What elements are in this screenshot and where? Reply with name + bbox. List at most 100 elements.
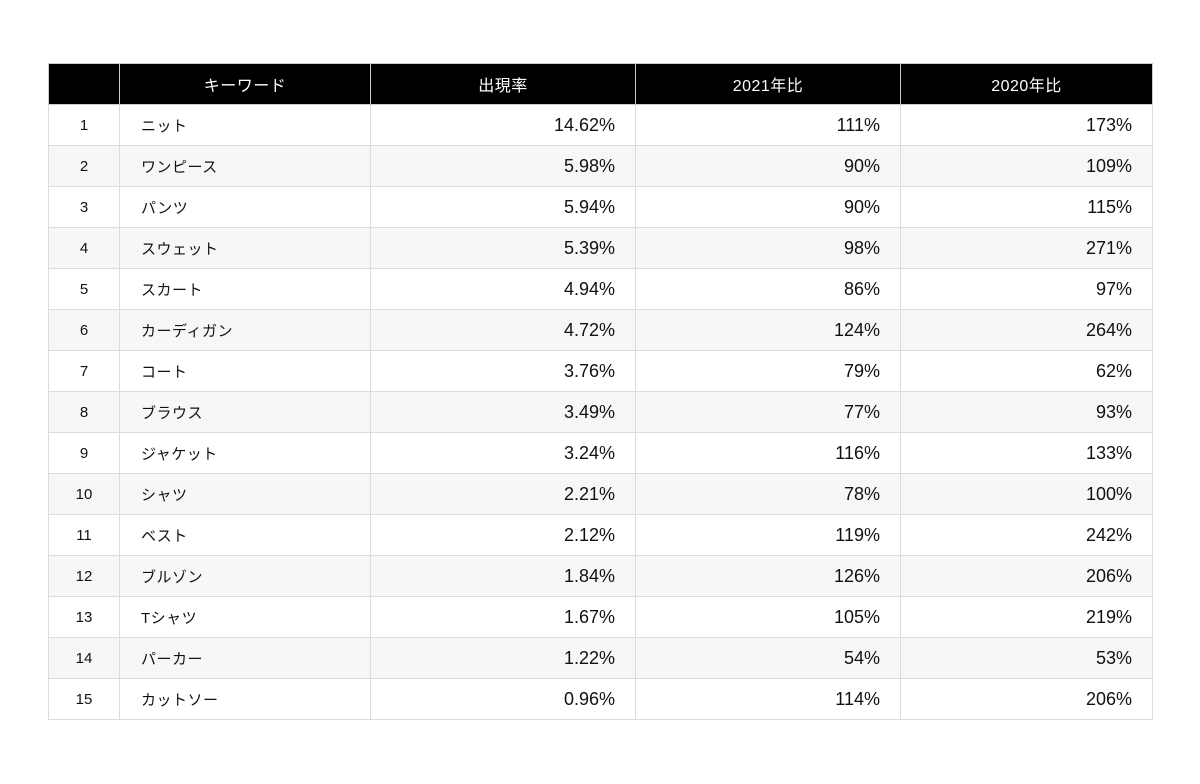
cell-rate: 3.76%: [370, 350, 636, 392]
cell-rank: 15: [48, 678, 120, 720]
table-row: 9 ジャケット 3.24% 116% 133%: [48, 432, 1153, 474]
cell-rank: 2: [48, 145, 120, 187]
cell-keyword: スカート: [119, 268, 371, 310]
table-row: 6 カーディガン 4.72% 124% 264%: [48, 309, 1153, 351]
cell-rate: 5.98%: [370, 145, 636, 187]
cell-vs2021: 124%: [635, 309, 901, 351]
cell-rate: 2.21%: [370, 473, 636, 515]
cell-keyword: ジャケット: [119, 432, 371, 474]
table-row: 14 パーカー 1.22% 54% 53%: [48, 637, 1153, 679]
table-row: 10 シャツ 2.21% 78% 100%: [48, 473, 1153, 515]
cell-keyword: ベスト: [119, 514, 371, 556]
table-row: 8 ブラウス 3.49% 77% 93%: [48, 391, 1153, 433]
cell-keyword: カットソー: [119, 678, 371, 720]
cell-vs2020: 62%: [900, 350, 1153, 392]
cell-rank: 12: [48, 555, 120, 597]
cell-keyword: Tシャツ: [119, 596, 371, 638]
cell-vs2020: 133%: [900, 432, 1153, 474]
cell-rank: 4: [48, 227, 120, 269]
cell-keyword: カーディガン: [119, 309, 371, 351]
cell-vs2020: 109%: [900, 145, 1153, 187]
cell-rank: 13: [48, 596, 120, 638]
cell-keyword: ブラウス: [119, 391, 371, 433]
cell-vs2020: 173%: [900, 104, 1153, 146]
cell-rate: 14.62%: [370, 104, 636, 146]
cell-vs2021: 126%: [635, 555, 901, 597]
cell-keyword: ワンピース: [119, 145, 371, 187]
column-header-rate: 出現率: [370, 63, 636, 105]
cell-vs2020: 93%: [900, 391, 1153, 433]
cell-rate: 4.72%: [370, 309, 636, 351]
cell-rate: 5.94%: [370, 186, 636, 228]
cell-vs2021: 54%: [635, 637, 901, 679]
cell-rank: 14: [48, 637, 120, 679]
cell-vs2021: 116%: [635, 432, 901, 474]
cell-vs2021: 90%: [635, 186, 901, 228]
cell-rank: 3: [48, 186, 120, 228]
cell-vs2021: 77%: [635, 391, 901, 433]
cell-vs2020: 53%: [900, 637, 1153, 679]
cell-rank: 7: [48, 350, 120, 392]
column-header-vs2020: 2020年比: [900, 63, 1153, 105]
table-row: 2 ワンピース 5.98% 90% 109%: [48, 145, 1153, 187]
table-head: キーワード 出現率 2021年比 2020年比: [48, 63, 1153, 105]
cell-keyword: ニット: [119, 104, 371, 146]
cell-vs2020: 97%: [900, 268, 1153, 310]
cell-rank: 11: [48, 514, 120, 556]
column-header-rank: [48, 63, 120, 105]
cell-vs2020: 206%: [900, 678, 1153, 720]
cell-rank: 1: [48, 104, 120, 146]
table-body: 1 ニット 14.62% 111% 173% 2 ワンピース 5.98% 90% 109% 3 パンツ…: [48, 104, 1153, 720]
table-row: 1 ニット 14.62% 111% 173%: [48, 104, 1153, 146]
cell-vs2020: 271%: [900, 227, 1153, 269]
table-row: 12 ブルゾン 1.84% 126% 206%: [48, 555, 1153, 597]
table-row: 15 カットソー 0.96% 114% 206%: [48, 678, 1153, 720]
cell-rate: 1.22%: [370, 637, 636, 679]
header-row: キーワード 出現率 2021年比 2020年比: [48, 63, 1153, 105]
cell-keyword: パンツ: [119, 186, 371, 228]
cell-vs2020: 242%: [900, 514, 1153, 556]
table-row: 13 Tシャツ 1.67% 105% 219%: [48, 596, 1153, 638]
cell-vs2020: 206%: [900, 555, 1153, 597]
cell-vs2021: 98%: [635, 227, 901, 269]
keyword-ranking-table: キーワード 出現率 2021年比 2020年比 1 ニット 14.62% 111% 173% 2…: [48, 63, 1153, 720]
cell-rate: 3.24%: [370, 432, 636, 474]
column-header-vs2021: 2021年比: [635, 63, 901, 105]
cell-rank: 6: [48, 309, 120, 351]
cell-rate: 5.39%: [370, 227, 636, 269]
cell-keyword: パーカー: [119, 637, 371, 679]
cell-keyword: スウェット: [119, 227, 371, 269]
cell-vs2021: 111%: [635, 104, 901, 146]
cell-vs2021: 105%: [635, 596, 901, 638]
cell-vs2021: 114%: [635, 678, 901, 720]
cell-vs2021: 86%: [635, 268, 901, 310]
cell-rate: 3.49%: [370, 391, 636, 433]
cell-rate: 4.94%: [370, 268, 636, 310]
cell-vs2020: 100%: [900, 473, 1153, 515]
cell-rank: 10: [48, 473, 120, 515]
cell-rate: 1.84%: [370, 555, 636, 597]
cell-keyword: シャツ: [119, 473, 371, 515]
table-row: 11 ベスト 2.12% 119% 242%: [48, 514, 1153, 556]
cell-rank: 5: [48, 268, 120, 310]
cell-vs2020: 219%: [900, 596, 1153, 638]
column-header-keyword: キーワード: [119, 63, 371, 105]
table-row: 7 コート 3.76% 79% 62%: [48, 350, 1153, 392]
cell-vs2021: 90%: [635, 145, 901, 187]
cell-vs2020: 264%: [900, 309, 1153, 351]
cell-keyword: コート: [119, 350, 371, 392]
cell-rate: 2.12%: [370, 514, 636, 556]
table-row: 3 パンツ 5.94% 90% 115%: [48, 186, 1153, 228]
cell-rate: 1.67%: [370, 596, 636, 638]
cell-rank: 9: [48, 432, 120, 474]
cell-rate: 0.96%: [370, 678, 636, 720]
table-row: 4 スウェット 5.39% 98% 271%: [48, 227, 1153, 269]
cell-keyword: ブルゾン: [119, 555, 371, 597]
table-row: 5 スカート 4.94% 86% 97%: [48, 268, 1153, 310]
cell-vs2021: 78%: [635, 473, 901, 515]
cell-rank: 8: [48, 391, 120, 433]
cell-vs2021: 119%: [635, 514, 901, 556]
cell-vs2021: 79%: [635, 350, 901, 392]
cell-vs2020: 115%: [900, 186, 1153, 228]
